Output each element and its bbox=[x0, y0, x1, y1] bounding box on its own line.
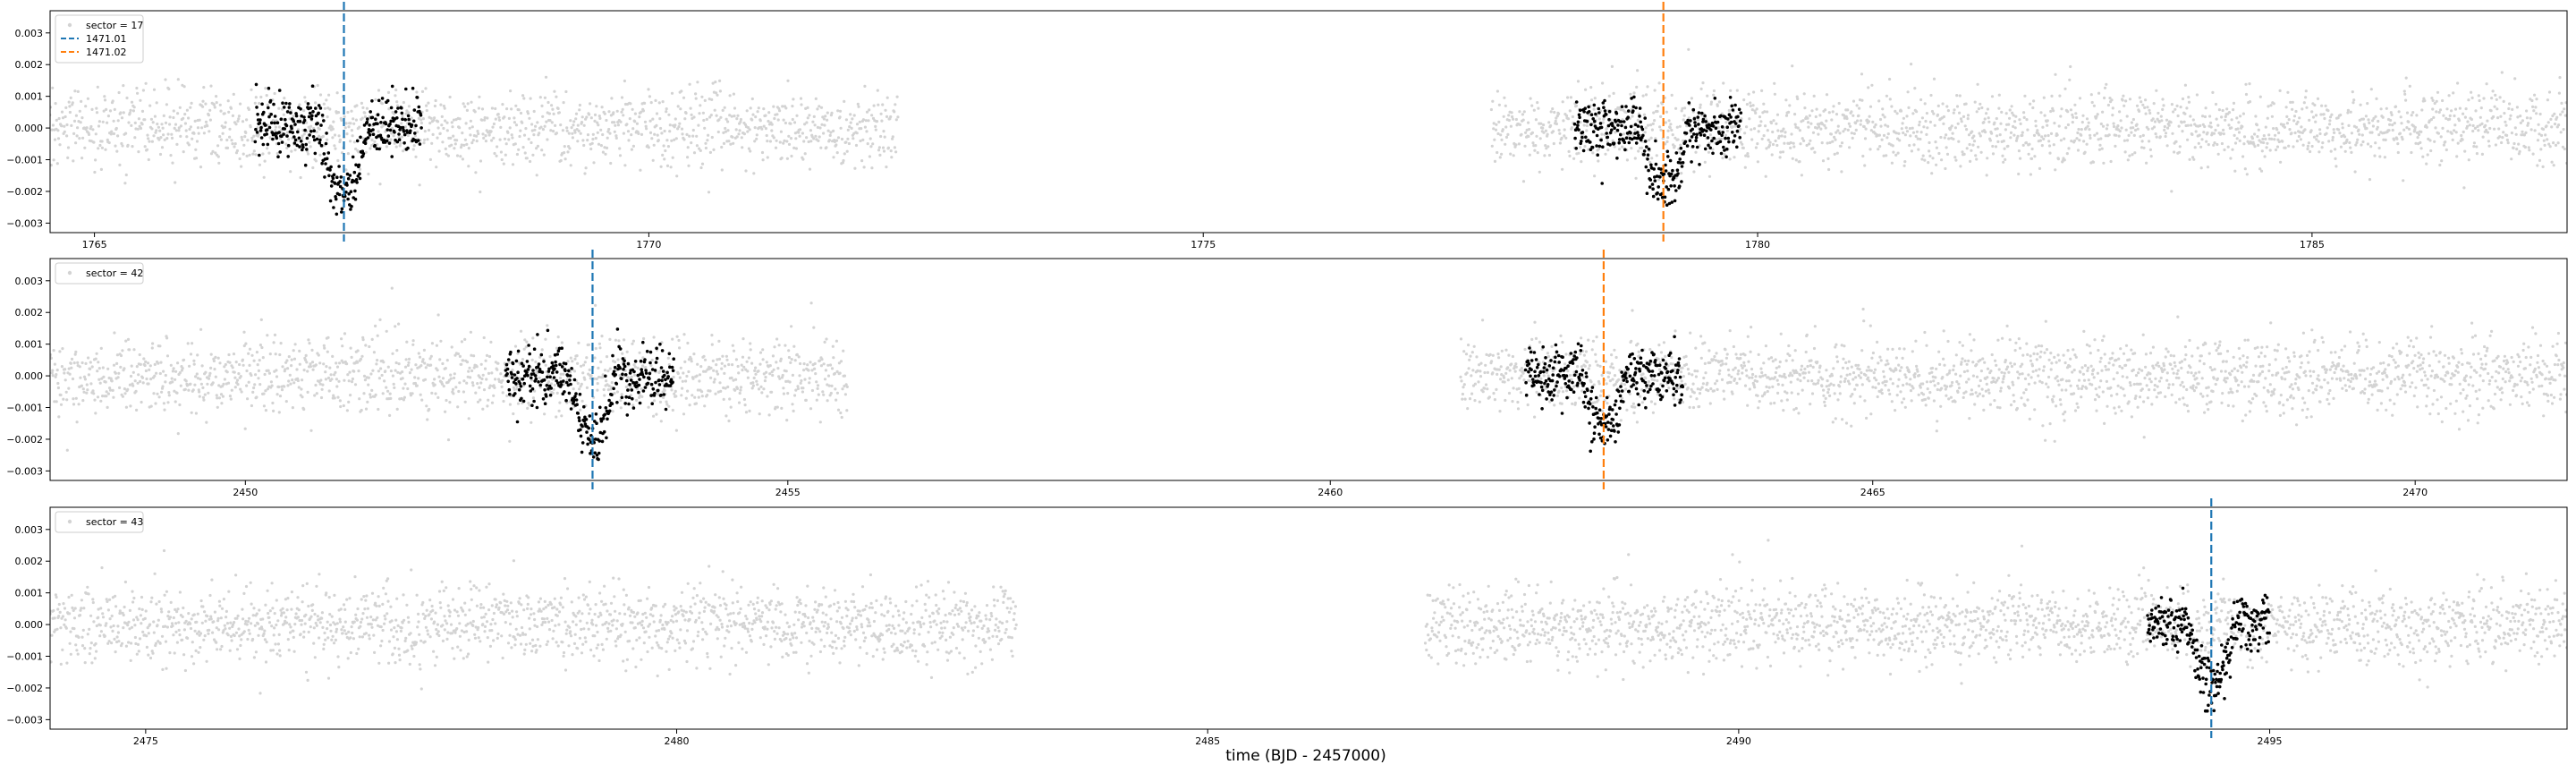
x-tick-label: 2460 bbox=[1318, 487, 1343, 498]
x-tick-label: 2495 bbox=[2258, 735, 2283, 747]
axes-frame bbox=[49, 506, 2568, 730]
x-tick-label: 2465 bbox=[1860, 487, 1885, 498]
panel-sector-17: 1765 1770 1775 1780 1785 0.003 0.002 0.001 0.000… bbox=[6, 2, 2568, 251]
plot-area bbox=[50, 539, 2567, 713]
transit-points-1471.02 bbox=[1523, 335, 1685, 454]
y-tick-label: −0.001 bbox=[6, 651, 43, 663]
x-tick-label: 2470 bbox=[2402, 487, 2428, 498]
y-tick-label: 0.002 bbox=[15, 59, 44, 71]
axes-frame bbox=[49, 258, 2568, 481]
y-tick-label: 0.000 bbox=[15, 370, 44, 382]
legend-box bbox=[55, 262, 144, 285]
y-tick-label: −0.002 bbox=[6, 434, 43, 446]
x-tick-label: 2475 bbox=[133, 735, 158, 747]
plot-area bbox=[50, 286, 2567, 462]
background-points-0 bbox=[50, 548, 1018, 695]
background-points-1 bbox=[1489, 47, 2567, 193]
x-tick-label: 1785 bbox=[2300, 239, 2325, 251]
y-tick-label: −0.002 bbox=[6, 186, 43, 198]
y-tick-label: 0.001 bbox=[15, 91, 44, 103]
y-tick-label: −0.001 bbox=[6, 403, 43, 414]
y-tick-label: 0.002 bbox=[15, 307, 44, 319]
x-tick-label: 2450 bbox=[233, 487, 258, 498]
legend-marker bbox=[67, 270, 72, 276]
legend-label: sector = 43 bbox=[86, 516, 143, 528]
y-tick-label: 0.003 bbox=[15, 28, 44, 39]
y-tick-label: 0.001 bbox=[15, 339, 44, 351]
transit-points-1471.01 bbox=[2146, 586, 2272, 713]
x-tick-label: 1775 bbox=[1191, 239, 1216, 251]
legend-label: 1471.01 bbox=[86, 33, 127, 45]
y-tick-label: −0.001 bbox=[6, 155, 43, 166]
legend-label: sector = 17 bbox=[86, 20, 143, 31]
background-points-1 bbox=[1423, 539, 2567, 689]
legend-marker bbox=[67, 519, 72, 524]
x-tick-label: 1765 bbox=[82, 239, 107, 251]
x-tick-label: 2480 bbox=[665, 735, 690, 747]
x-tick-label: 1770 bbox=[636, 239, 661, 251]
y-tick-label: 0.003 bbox=[15, 276, 44, 287]
x-tick-label: 1780 bbox=[1745, 239, 1770, 251]
legend-box bbox=[55, 511, 144, 533]
y-tick-label: −0.002 bbox=[6, 683, 43, 694]
transit-points-1471.01 bbox=[504, 327, 676, 462]
panel-sector-43: 2475 2480 2485 2490 2495 0.003 0.002 0.001 0.000… bbox=[6, 498, 2568, 747]
y-tick-label: 0.000 bbox=[15, 619, 44, 631]
panel-sector-42: 2450 2455 2460 2465 2470 0.003 0.002 0.001 0.000… bbox=[6, 250, 2568, 498]
background-points-0 bbox=[50, 75, 900, 194]
legend-box bbox=[55, 14, 144, 64]
y-tick-label: −0.003 bbox=[6, 465, 43, 477]
x-tick-label: 2455 bbox=[775, 487, 801, 498]
transit-points-1471.01 bbox=[253, 82, 423, 217]
legend-label: sector = 42 bbox=[86, 268, 143, 279]
y-tick-label: 0.000 bbox=[15, 123, 44, 134]
transit-points-1471.02 bbox=[1572, 95, 1743, 207]
y-tick-label: −0.003 bbox=[6, 217, 43, 229]
y-tick-label: 0.003 bbox=[15, 524, 44, 536]
y-tick-label: 0.001 bbox=[15, 588, 44, 599]
y-tick-label: 0.002 bbox=[15, 556, 44, 567]
legend-label: 1471.02 bbox=[86, 47, 127, 58]
y-tick-label: −0.003 bbox=[6, 714, 43, 726]
legend-marker bbox=[67, 22, 72, 28]
x-tick-label: 2490 bbox=[1726, 735, 1751, 747]
x-axis-label: time (BJD - 2457000) bbox=[1225, 747, 1386, 765]
background-points-1 bbox=[1459, 307, 2567, 443]
axes-frame bbox=[49, 10, 2568, 234]
x-tick-label: 2485 bbox=[1195, 735, 1220, 747]
background-points-0 bbox=[50, 286, 849, 452]
plot-area bbox=[50, 47, 2567, 217]
